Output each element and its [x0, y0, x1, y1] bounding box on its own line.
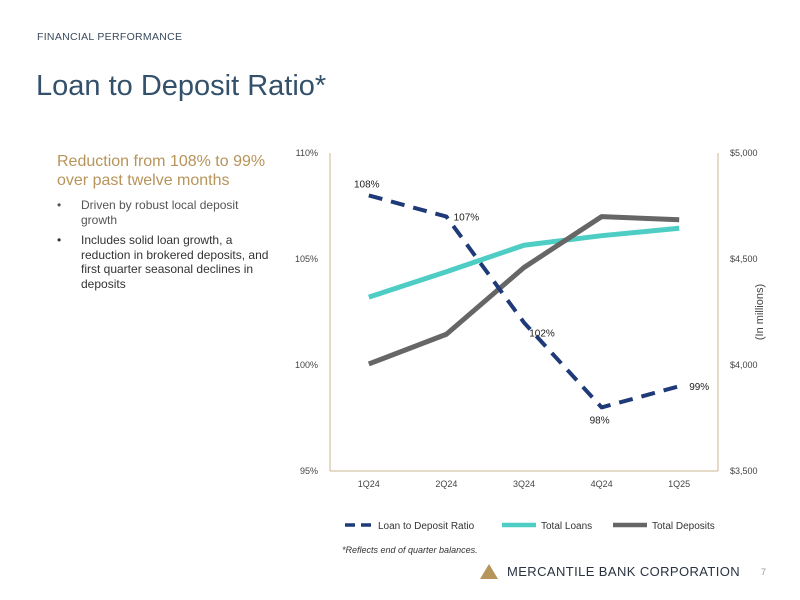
series-line-total-loans [368, 225, 680, 300]
data-label: 108% [354, 179, 380, 190]
bullet-text: Includes solid loan growth, a reduction … [81, 233, 269, 291]
triangle-logo-icon [480, 564, 498, 579]
right-axis-tick-label: $5,000 [730, 148, 758, 158]
right-axis-tick-label: $3,500 [730, 466, 758, 476]
legend-label: Total Deposits [652, 521, 715, 532]
page-title: Loan to Deposit Ratio* [36, 70, 327, 103]
summary-bullets: • Driven by robust local deposit growth … [57, 198, 272, 291]
bullet-item: • Driven by robust local deposit growth [57, 198, 272, 227]
x-axis-tick-label: 3Q24 [513, 479, 535, 489]
summary-panel: Reduction from 108% to 99% over past twe… [57, 152, 272, 297]
right-axis-title: (In millions) [754, 284, 766, 340]
left-axis-tick-label: 100% [295, 360, 318, 370]
bullet-text: Driven by robust local deposit growth [81, 198, 239, 227]
right-axis-tick-label: $4,500 [730, 254, 758, 264]
section-label: FINANCIAL PERFORMANCE [37, 31, 183, 43]
data-label: 102% [529, 329, 555, 340]
bullet-item: • Includes solid loan growth, a reductio… [57, 233, 272, 291]
left-axis-tick-label: 110% [296, 148, 318, 158]
x-axis-tick-label: 1Q24 [358, 479, 380, 489]
footnote: *Reflects end of quarter balances. [342, 545, 478, 555]
data-label: 107% [454, 213, 480, 224]
x-axis-tick-label: 4Q24 [591, 479, 613, 489]
bullet-glyph: • [57, 198, 62, 212]
series-line-total-deposits [367, 214, 680, 367]
left-axis-tick-label: 95% [300, 466, 318, 476]
x-axis-tick-label: 2Q24 [435, 479, 457, 489]
company-logo: MERCANTILE BANK CORPORATION [479, 563, 740, 580]
company-name: MERCANTILE BANK CORPORATION [507, 564, 741, 579]
x-axis-tick-label: 1Q25 [668, 479, 690, 489]
legend-label: Total Loans [541, 521, 592, 532]
bullet-glyph: • [57, 233, 62, 247]
summary-headline: Reduction from 108% to 99% over past twe… [57, 153, 266, 189]
left-axis-tick-label: 105% [295, 254, 318, 264]
right-axis-tick-label: $4,000 [730, 360, 758, 370]
series-line-loan-to-deposit-ratio [368, 193, 680, 410]
data-label: 98% [590, 415, 610, 426]
legend-label: Loan to Deposit Ratio [378, 521, 475, 532]
data-label: 99% [689, 382, 709, 393]
page-number: 7 [761, 567, 767, 577]
